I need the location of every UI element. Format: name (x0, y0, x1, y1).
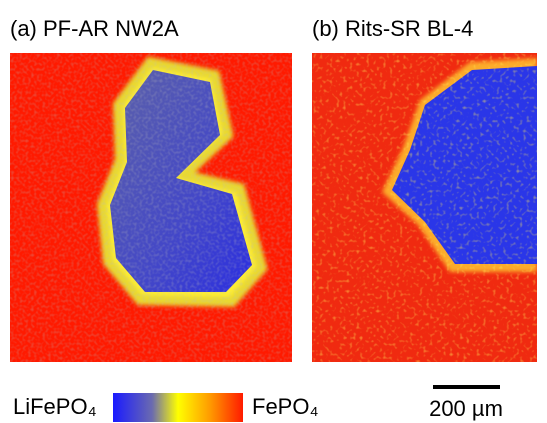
colorbar-low-label: LiFePO₄ (13, 394, 97, 419)
panel-title: (a) PF-AR NW2A (10, 16, 179, 41)
panel-title: (b) Rits-SR BL-4 (312, 16, 473, 41)
colorbar-high-label: FePO₄ (252, 394, 318, 419)
map-b (312, 53, 537, 362)
colorbar (113, 393, 243, 422)
map-a (10, 53, 292, 362)
scale-bar-label: 200 µm (429, 396, 503, 421)
